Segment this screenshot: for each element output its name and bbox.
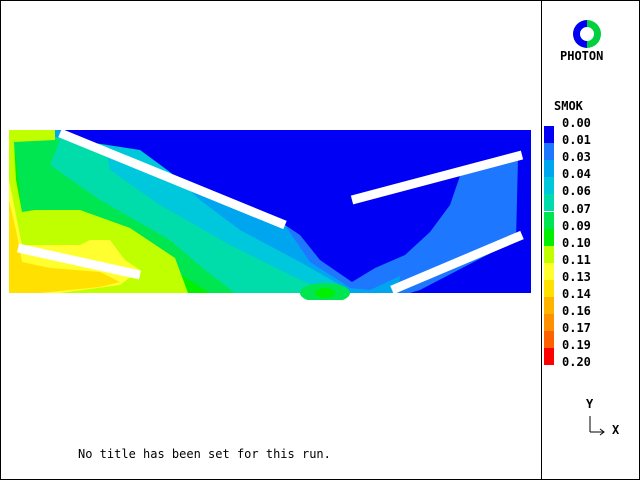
- legend-swatch: [544, 177, 554, 195]
- legend-level-label: 0.07: [562, 201, 591, 216]
- legend-level-label: 0.00: [562, 116, 591, 130]
- legend-swatch: [544, 228, 554, 246]
- logo-text: PHOTON: [560, 49, 604, 63]
- axis-x-label: X: [612, 423, 620, 436]
- legend-swatch: [544, 331, 554, 349]
- legend-level-label: 0.19: [562, 338, 591, 353]
- legend-level-label: 0.16: [562, 304, 591, 319]
- legend-level-label: 0.10: [562, 235, 591, 250]
- legend-swatch: [544, 194, 554, 212]
- legend-swatch: [544, 314, 554, 332]
- legend-variable-name: SMOK: [554, 99, 583, 113]
- legend-swatch: [544, 297, 554, 314]
- obstacles: [17, 128, 524, 295]
- legend-level-label: 0.06: [562, 184, 591, 199]
- legend-swatch: [544, 262, 554, 280]
- legend-swatch: [544, 279, 554, 297]
- axis-triad-icon: Y X: [586, 397, 620, 436]
- run-title: No title has been set for this run.: [78, 447, 331, 461]
- axis-y-label: Y: [586, 397, 594, 411]
- legend-level-label: 0.17: [562, 321, 591, 336]
- panel-divider: [541, 0, 542, 480]
- legend-level-label: 0.14: [562, 287, 591, 301]
- photon-logo-icon: [573, 20, 601, 48]
- legend-level-label: 0.20: [562, 355, 591, 370]
- legend-swatch: [544, 126, 554, 143]
- legend-level-label: 0.11: [562, 252, 591, 267]
- legend-swatch: [544, 211, 554, 229]
- legend-level-label: 0.03: [562, 150, 591, 165]
- legend-swatch: [544, 348, 554, 366]
- legend-level-label: 0.01: [562, 133, 591, 148]
- legend-swatch: [544, 143, 554, 161]
- band-0.09-blob: [315, 288, 335, 298]
- legend-level-label: 0.13: [562, 269, 591, 284]
- legend-level-label: 0.04: [562, 167, 591, 182]
- legend-swatch: [544, 160, 554, 178]
- legend-swatch: [544, 245, 554, 263]
- legend-level-label: 0.09: [562, 218, 591, 233]
- band-0.13: [9, 200, 120, 293]
- baffle-bottom-right: [390, 230, 524, 295]
- baffle-bottom-left: [17, 243, 141, 280]
- baffle-top-left: [58, 128, 287, 230]
- contour-plot: [9, 128, 531, 300]
- baffle-top-right: [350, 150, 524, 205]
